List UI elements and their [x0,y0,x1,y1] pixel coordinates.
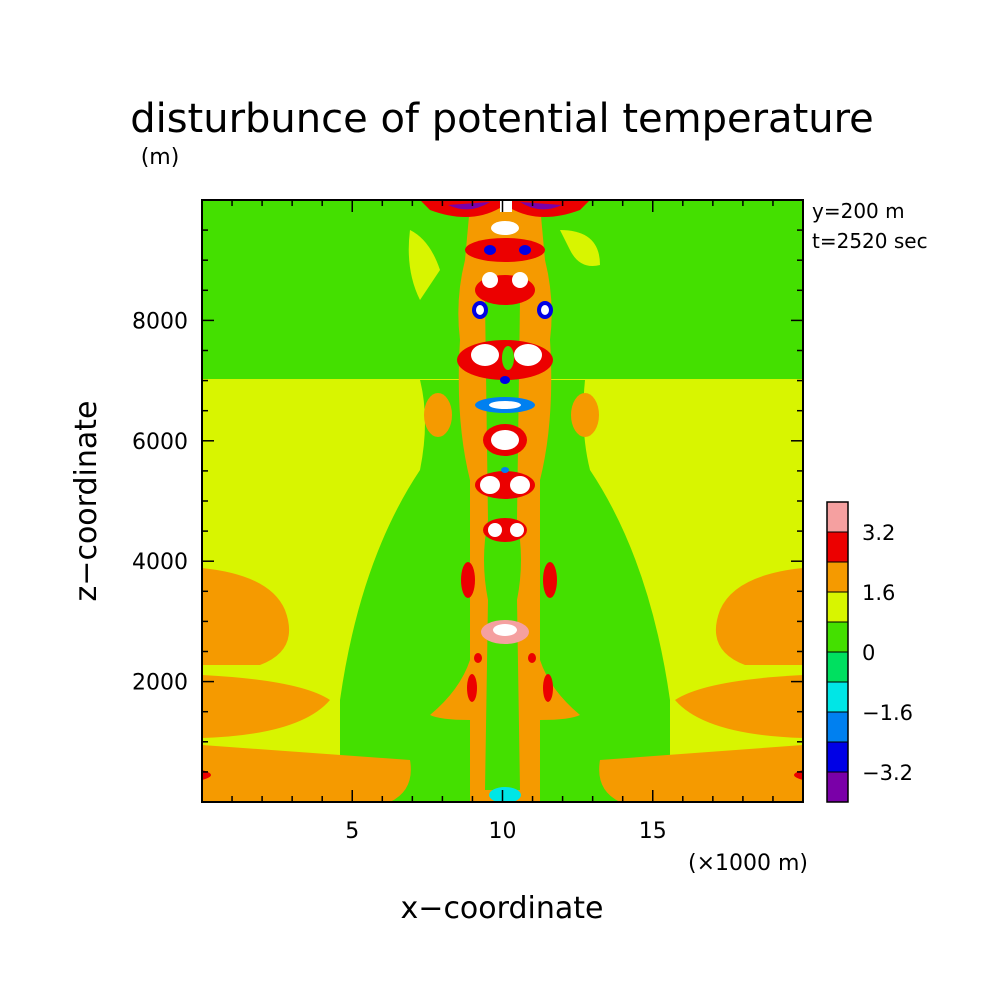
x-tick-label: 5 [345,819,359,844]
x-axis-label: x−coordinate [401,891,604,926]
y-axis-label: z−coordinate [69,401,104,602]
field-orange-blob-right [571,393,599,437]
x-axis-unit: (×1000 m) [688,851,808,876]
colorbar-swatch [827,562,848,592]
colorbar-swatch [827,682,848,712]
field-orange-left-upper [202,568,290,665]
chart-title: disturbunce of potential temperature [130,96,874,142]
colorbar: −3.2 −1.6 0 1.6 3.2 [826,501,913,803]
colorbar-swatch [827,652,848,682]
colorbar-swatch [827,502,848,532]
y-tick-label: 8000 [132,309,188,334]
colorbar-swatch [827,742,848,772]
colorbar-swatch [827,772,848,802]
colorbar-swatch [827,592,848,622]
colorbar-label: −3.2 [862,761,913,785]
contour-field [202,200,803,802]
colorbar-label: 0 [862,641,875,665]
x-axis-ticks: 5 10 15 [231,200,774,844]
x-tick-label: 15 [639,819,667,844]
field-orange-right-lower [599,745,803,802]
colorbar-label: 1.6 [862,581,895,605]
field-yellow-top-left [408,230,440,300]
field-orange-blob-left [424,393,452,437]
x-tick-label: 10 [489,819,517,844]
y-tick-label: 4000 [132,550,188,575]
colorbar-label: 3.2 [862,521,895,545]
field-orange-right-upper [715,568,803,665]
plot-area [201,199,804,803]
colorbar-swatch [827,712,848,742]
field-yellow-top-right [560,230,600,266]
annotation-y: y=200 m [812,199,905,223]
field-orange-left-lower [202,745,411,802]
y-tick-label: 2000 [132,671,188,696]
y-tick-label: 6000 [132,430,188,455]
field-orange-right-mid [675,675,803,738]
colorbar-swatch [827,532,848,562]
field-central-core [484,300,521,790]
annotation-t: t=2520 sec [812,229,928,253]
colorbar-label: −1.6 [862,701,913,725]
y-unit-label: (m) [141,145,180,170]
field-cells [420,200,590,802]
colorbar-swatch [827,622,848,652]
y-axis-ticks: 2000 4000 6000 8000 [132,229,803,773]
field-orange-left-mid [202,675,330,738]
